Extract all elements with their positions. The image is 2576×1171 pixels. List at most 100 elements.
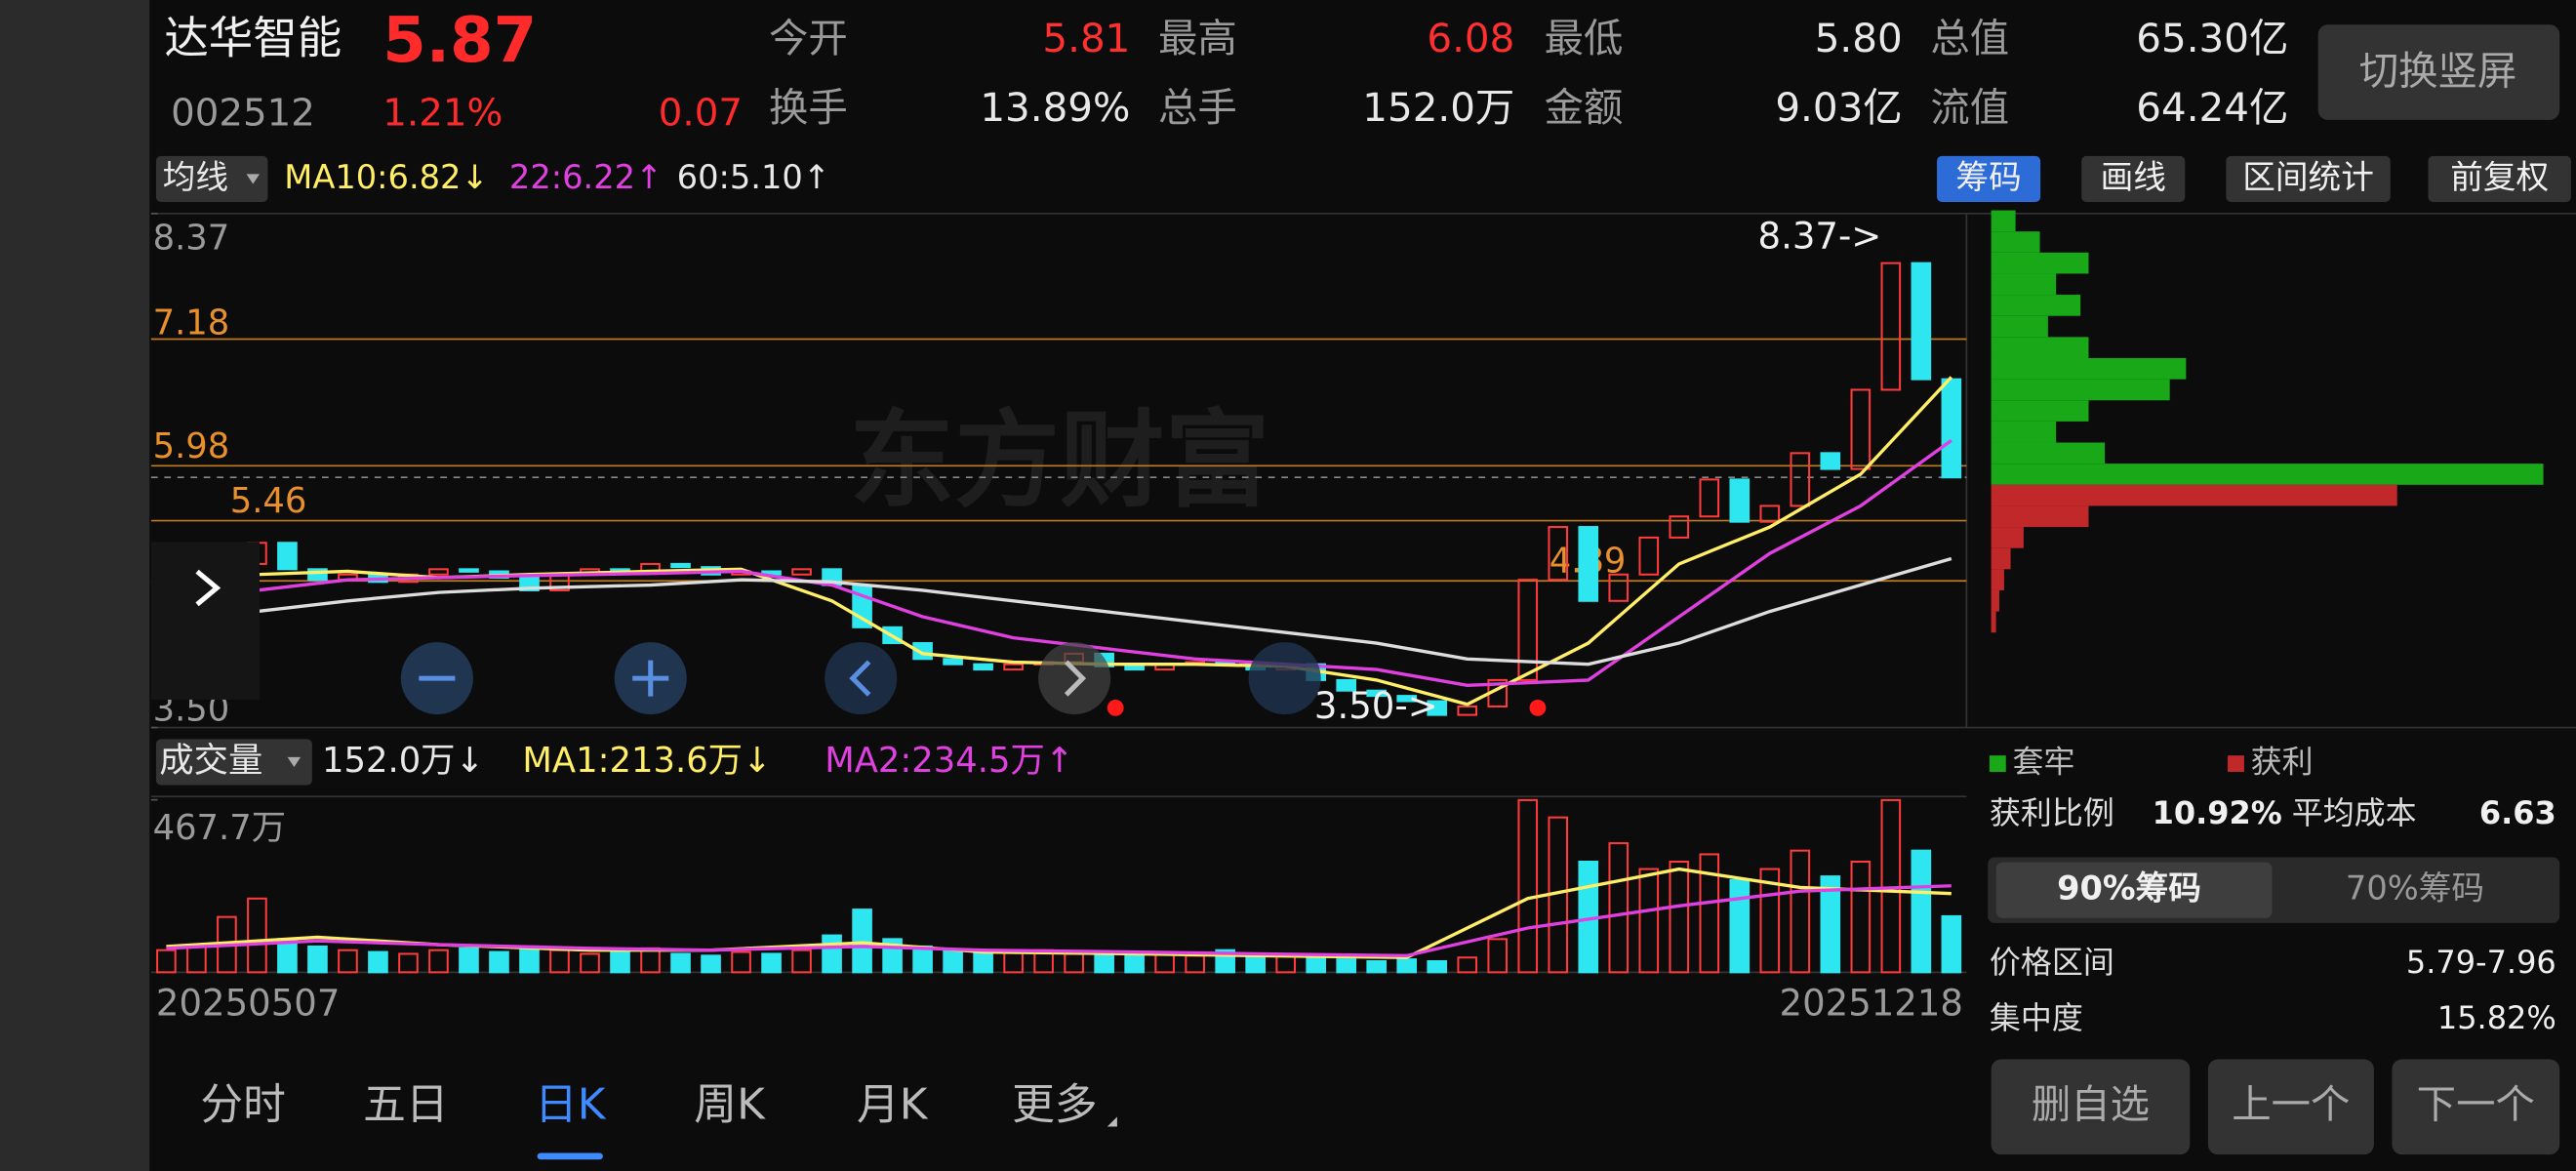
volume-bar [489,950,509,974]
volume-bar [1699,853,1720,974]
icon [1064,660,1087,697]
period-tab[interactable]: 五日 [363,1079,449,1129]
period-tab[interactable]: 月K [857,1079,929,1129]
watermark: 东方财富 [849,400,1269,522]
expand-arrow [195,569,221,607]
zoom-reset[interactable] [1248,642,1321,715]
signal-dot [1529,699,1547,716]
stat-label: 获利比例 [1990,794,2114,831]
tool-tab[interactable] [1937,155,2041,203]
candle [670,562,691,569]
volume-bar [943,949,963,974]
ma-menu[interactable] [155,155,268,203]
chip-bar [1991,505,2089,528]
volume-bar [791,949,812,974]
chip-bar [1991,442,2106,464]
stat-value: 10.92% [2153,794,2282,831]
volume-bar [852,909,872,974]
volume-menu[interactable] [155,739,312,786]
stat-value: 13.89% [980,84,1130,131]
icon [632,660,669,697]
candle [1820,452,1841,470]
candle [1669,515,1690,539]
tool-tab[interactable] [2428,155,2571,203]
candle [1457,705,1478,716]
stat-label: 总手 [1158,84,1237,131]
tool-tab[interactable] [2081,155,2186,203]
volume-bar [912,945,933,974]
candle [1427,700,1448,716]
level-label: 7.18 [153,303,230,343]
volume-bar [1487,938,1509,974]
stat-label: 今开 [769,15,848,61]
chip-bar [1991,252,2089,274]
ma-item: 60:5.10↑ [677,158,830,196]
tool-tab[interactable] [2226,155,2391,203]
ma-menu-label: 均线 [163,158,228,196]
candle [1003,663,1024,671]
stat-value: 9.03亿 [1775,84,1902,131]
chip-tab-active[interactable] [1995,862,2273,918]
stat-value: 6.08 [1427,15,1514,61]
period-tab[interactable]: 分时 [200,1079,286,1129]
candle [1911,262,1932,381]
chip-bar [1991,484,2397,506]
candle [1699,478,1720,518]
chip-tab: 90%筹码 [2057,869,2201,908]
candle [428,568,449,576]
candle [277,542,298,571]
candle [1638,536,1660,576]
stat-label: 总值 [1930,15,2009,61]
volume-bar [670,952,691,974]
volume-bar [1820,875,1841,974]
ma-item: 22:6.22↑ [509,158,663,196]
rotate-button[interactable] [2317,24,2560,120]
action-button-label: 下一个 [2417,1080,2535,1127]
more-icon [1107,1116,1117,1127]
stat-value: 65.30亿 [2136,15,2288,61]
candle [1790,452,1811,507]
chip-bar [1991,315,2048,338]
stock-name: 达华智能 [164,13,342,64]
scroll-right[interactable] [1038,642,1111,715]
volume-bar [1941,914,1962,974]
stat-label: 平均成本 [2292,794,2417,831]
chip-bar [1991,421,2057,443]
volume-bar [1911,849,1932,974]
ma-item: MA10:6.82↓ [284,158,488,196]
tool-tab-label: 区间统计 [2242,158,2374,196]
action-button[interactable] [2392,1059,2560,1155]
volume-bar [1638,868,1660,974]
legend-swatch [2228,755,2244,773]
zoom-controls [150,542,1547,716]
stat-value: 5.80 [1815,15,1903,61]
stat-value: 64.24亿 [2136,84,2288,131]
volume-bar [731,950,751,974]
side-handle[interactable] [150,542,261,700]
action-button[interactable] [1991,1059,2191,1155]
volume-bar [761,952,782,974]
x-tick-label: 20251218 [1780,983,1963,1025]
chip-bar [1991,379,2170,401]
volume-menu-label: 成交量 [159,741,262,781]
volume-bar [307,945,328,974]
ma-line [166,884,1952,958]
period-tab[interactable]: 日K [535,1079,607,1129]
stat-label: 集中度 [1990,999,2083,1036]
left-strip [0,0,150,1171]
annotation: 3.50-> [1314,685,1438,727]
legend-label: 获利 [2251,744,2314,781]
period-tab[interactable]: 更多 [1012,1079,1098,1129]
action-button[interactable] [2207,1059,2374,1155]
volume-bar [1306,956,1327,974]
period-tab[interactable]: 周K [694,1079,766,1129]
level-label: 5.46 [230,481,307,521]
chip-bar [1991,611,1996,633]
scroll-left[interactable] [825,642,898,715]
candle [1880,262,1902,391]
volume-bar [156,949,177,974]
stat-label: 流值 [1930,84,2009,131]
tool-tab-label: 前复权 [2450,158,2549,196]
ma-line [166,556,1952,666]
